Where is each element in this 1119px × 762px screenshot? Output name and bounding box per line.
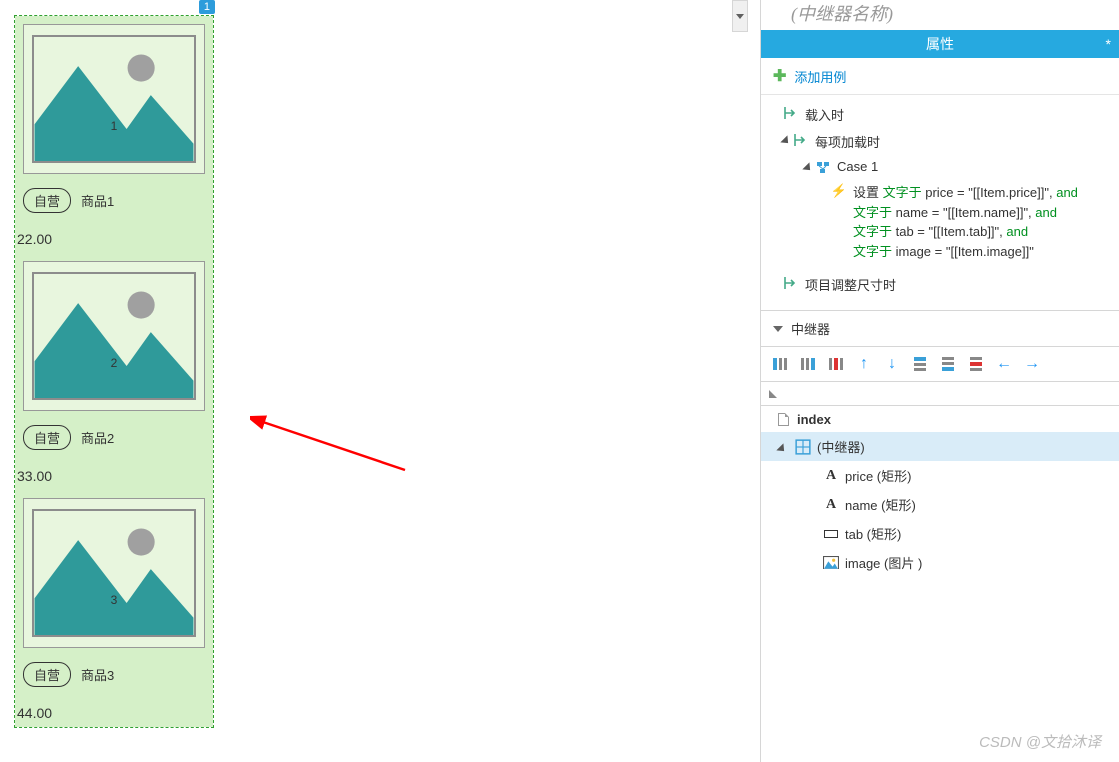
- case-row[interactable]: Case 1: [761, 155, 1119, 179]
- case-icon: [815, 159, 831, 175]
- event-onload[interactable]: 载入时: [761, 101, 1119, 128]
- text-icon: A: [823, 468, 839, 484]
- text-icon: A: [823, 497, 839, 513]
- image-placeholder[interactable]: 2: [23, 261, 205, 411]
- dirty-indicator: *: [1106, 36, 1111, 52]
- outline-tree: index (中继器) A price (矩形) A name (矩形) tab…: [761, 406, 1119, 762]
- repeater-item[interactable]: 1 自营 商品1 22.00: [15, 16, 213, 253]
- tb-add-col-left[interactable]: [771, 355, 789, 373]
- repeater-section-header[interactable]: 中继器: [761, 310, 1119, 347]
- item-index: 2: [34, 356, 194, 370]
- tab-pill[interactable]: 自营: [23, 662, 71, 687]
- tb-move-right[interactable]: →: [1023, 355, 1041, 373]
- selection-index-badge: 1: [199, 0, 215, 14]
- annotation-arrow: [250, 415, 420, 485]
- tab-pill[interactable]: 自营: [23, 188, 71, 213]
- bolt-icon: ⚡: [831, 183, 847, 199]
- event-itemload[interactable]: 每项加载时: [761, 128, 1119, 155]
- plus-icon: ✚: [773, 66, 786, 86]
- interactions-list: 载入时 每项加载时 Case 1 ⚡ 设置 文字于 price = "[[Ite…: [761, 95, 1119, 304]
- widget-name-hint[interactable]: (中继器名称): [761, 0, 1119, 30]
- page-icon: [775, 411, 791, 427]
- image-icon: [823, 555, 839, 571]
- repeater-toolbar: ↑ ↓ ← →: [761, 347, 1119, 382]
- inspector-panel: (中继器名称) 属性* ✚ 添加用例 载入时 每项加载时 Case 1 ⚡ 设置…: [760, 0, 1119, 762]
- expand-triangle-icon[interactable]: [780, 135, 791, 146]
- tb-add-col-right[interactable]: [799, 355, 817, 373]
- tb-move-down[interactable]: ↓: [883, 355, 901, 373]
- item-index: 3: [34, 593, 194, 607]
- tb-del-col[interactable]: [827, 355, 845, 373]
- image-placeholder[interactable]: 1: [23, 24, 205, 174]
- price-text[interactable]: 22.00: [17, 231, 205, 247]
- add-case-link[interactable]: 添加用例: [794, 67, 846, 86]
- expand-triangle-icon[interactable]: [802, 162, 813, 173]
- price-text[interactable]: 33.00: [17, 468, 205, 484]
- grid-icon: [795, 439, 811, 455]
- event-icon: [783, 275, 799, 291]
- name-text[interactable]: 商品2: [81, 428, 114, 447]
- watermark: CSDN @文拾沐译: [979, 731, 1101, 752]
- repeater-item[interactable]: 3 自营 商品3 44.00: [15, 490, 213, 727]
- table-corner[interactable]: [761, 382, 1119, 406]
- outline-price[interactable]: A price (矩形): [761, 461, 1119, 490]
- tb-del-row[interactable]: [967, 355, 985, 373]
- tab-properties[interactable]: 属性*: [761, 30, 1119, 58]
- image-placeholder[interactable]: 3: [23, 498, 205, 648]
- add-case-row[interactable]: ✚ 添加用例: [761, 58, 1119, 95]
- repeater-widget[interactable]: 1 自营 商品1 22.00 2 自营 商品2 33.00: [14, 15, 214, 728]
- chevron-down-icon: [773, 326, 783, 332]
- item-index: 1: [34, 119, 194, 133]
- vertical-scroll-button[interactable]: [732, 0, 748, 32]
- rect-icon: [823, 526, 839, 542]
- outline-image[interactable]: image (图片 ): [761, 548, 1119, 577]
- price-text[interactable]: 44.00: [17, 705, 205, 721]
- event-icon: [793, 132, 809, 148]
- event-icon: [783, 105, 799, 121]
- tab-pill[interactable]: 自营: [23, 425, 71, 450]
- outline-page[interactable]: index: [761, 406, 1119, 432]
- outline-name[interactable]: A name (矩形): [761, 490, 1119, 519]
- action-set-text[interactable]: ⚡ 设置 文字于 price = "[[Item.price]]", and文字…: [761, 179, 1119, 265]
- name-text[interactable]: 商品3: [81, 665, 114, 684]
- event-resize[interactable]: 项目调整尺寸时: [761, 271, 1119, 298]
- tb-add-row-bottom[interactable]: [939, 355, 957, 373]
- expand-triangle-icon[interactable]: [776, 443, 787, 454]
- name-text[interactable]: 商品1: [81, 191, 114, 210]
- outline-tab[interactable]: tab (矩形): [761, 519, 1119, 548]
- tb-move-left[interactable]: ←: [995, 355, 1013, 373]
- tb-move-up[interactable]: ↑: [855, 355, 873, 373]
- outline-repeater[interactable]: (中继器): [761, 432, 1119, 461]
- tb-add-row-top[interactable]: [911, 355, 929, 373]
- canvas-area: 1 1 自营 商品1 22.00 2 自营: [14, 15, 214, 728]
- repeater-item[interactable]: 2 自营 商品2 33.00: [15, 253, 213, 490]
